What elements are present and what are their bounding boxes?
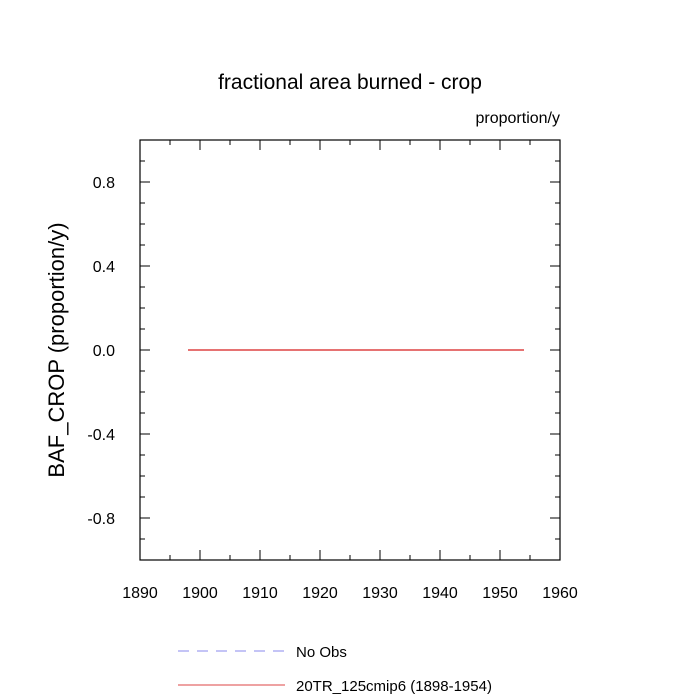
legend-label-1: 20TR_125cmip6 (1898-1954) bbox=[296, 678, 492, 695]
legend-label-0: No Obs bbox=[296, 644, 347, 661]
y-tick-label: -0.4 bbox=[87, 427, 115, 444]
y-tick-label: 0.0 bbox=[93, 343, 115, 360]
units-label: proportion/y bbox=[476, 110, 561, 127]
x-tick-label: 1890 bbox=[122, 585, 158, 602]
x-tick-label: 1950 bbox=[482, 585, 518, 602]
x-tick-label: 1920 bbox=[302, 585, 338, 602]
y-tick-label: 0.4 bbox=[93, 259, 115, 276]
y-tick-label: -0.8 bbox=[87, 511, 115, 528]
y-tick-label: 0.8 bbox=[93, 175, 115, 192]
chart-title: fractional area burned - crop bbox=[218, 71, 482, 94]
y-axis-label: BAF_CROP (proportion/y) bbox=[44, 222, 69, 477]
x-tick-label: 1910 bbox=[242, 585, 278, 602]
x-tick-label: 1900 bbox=[182, 585, 218, 602]
x-tick-label: 1960 bbox=[542, 585, 578, 602]
x-tick-label: 1930 bbox=[362, 585, 398, 602]
axes: 1890 1900 1910 1920 1930 1940 1950 1960 -0.8 -0.4… bbox=[87, 139, 578, 602]
x-tick-label: 1940 bbox=[422, 585, 458, 602]
legend: No Obs 20TR_125cmip6 (1898-1954) bbox=[178, 644, 492, 695]
